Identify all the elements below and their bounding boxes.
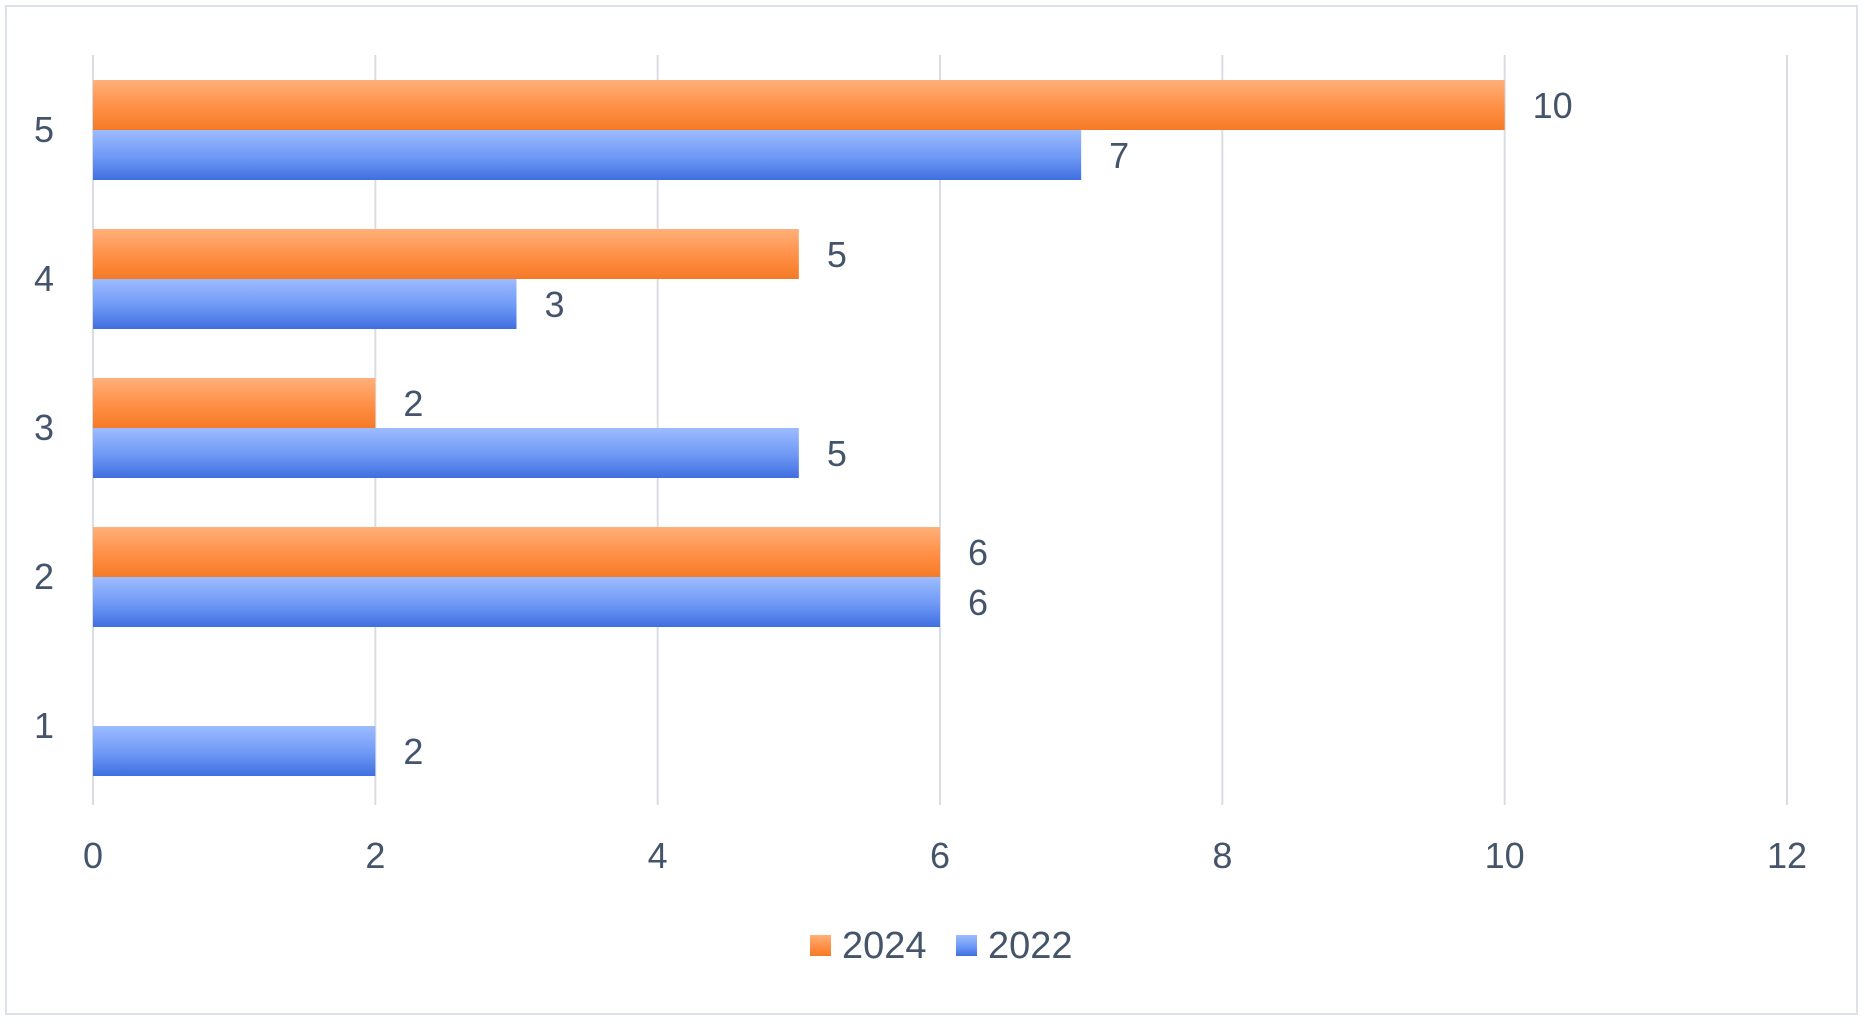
y-axis-tick-labels: 1 2 3 4 5 <box>34 109 54 746</box>
data-labels: 2 6 6 2 5 5 3 10 7 <box>403 85 1572 772</box>
data-label-2022-5: 7 <box>1109 135 1129 176</box>
data-label-2022-1: 2 <box>403 731 423 772</box>
data-label-2024-5: 10 <box>1533 85 1573 126</box>
bar-2022-5 <box>93 130 1082 180</box>
data-label-2024-4: 5 <box>827 234 847 275</box>
bar-2022-1 <box>93 726 376 776</box>
x-tick-label: 6 <box>930 835 950 876</box>
x-tick-label: 0 <box>83 835 103 876</box>
data-label-2022-2: 6 <box>968 582 988 623</box>
x-axis-tick-labels: 0 2 4 6 8 10 12 <box>83 835 1807 876</box>
legend: 2024 2022 <box>810 925 1073 967</box>
legend-swatch-2022 <box>956 935 977 956</box>
data-label-2024-3: 2 <box>403 383 423 424</box>
bar-2024-2 <box>93 527 940 577</box>
x-tick-label: 8 <box>1212 835 1232 876</box>
legend-label-2022: 2022 <box>988 925 1073 967</box>
x-tick-label: 10 <box>1485 835 1525 876</box>
data-label-2022-4: 3 <box>545 284 565 325</box>
bar-2024-3 <box>93 378 376 428</box>
legend-label-2024: 2024 <box>842 925 927 967</box>
bar-2022-3 <box>93 428 799 478</box>
x-tick-label: 12 <box>1767 835 1807 876</box>
bar-2024-4 <box>93 229 799 279</box>
bars <box>93 80 1505 776</box>
bar-2024-5 <box>93 80 1505 130</box>
y-tick-label: 4 <box>34 258 54 299</box>
x-tick-label: 2 <box>365 835 385 876</box>
bar-2022-2 <box>93 577 940 627</box>
legend-swatch-2024 <box>810 935 831 956</box>
y-tick-label: 2 <box>34 556 54 597</box>
y-tick-label: 3 <box>34 407 54 448</box>
y-tick-label: 1 <box>34 705 54 746</box>
bar-2022-4 <box>93 279 517 329</box>
x-tick-label: 4 <box>648 835 668 876</box>
data-label-2024-2: 6 <box>968 532 988 573</box>
data-label-2022-3: 5 <box>827 433 847 474</box>
y-tick-label: 5 <box>34 109 54 150</box>
